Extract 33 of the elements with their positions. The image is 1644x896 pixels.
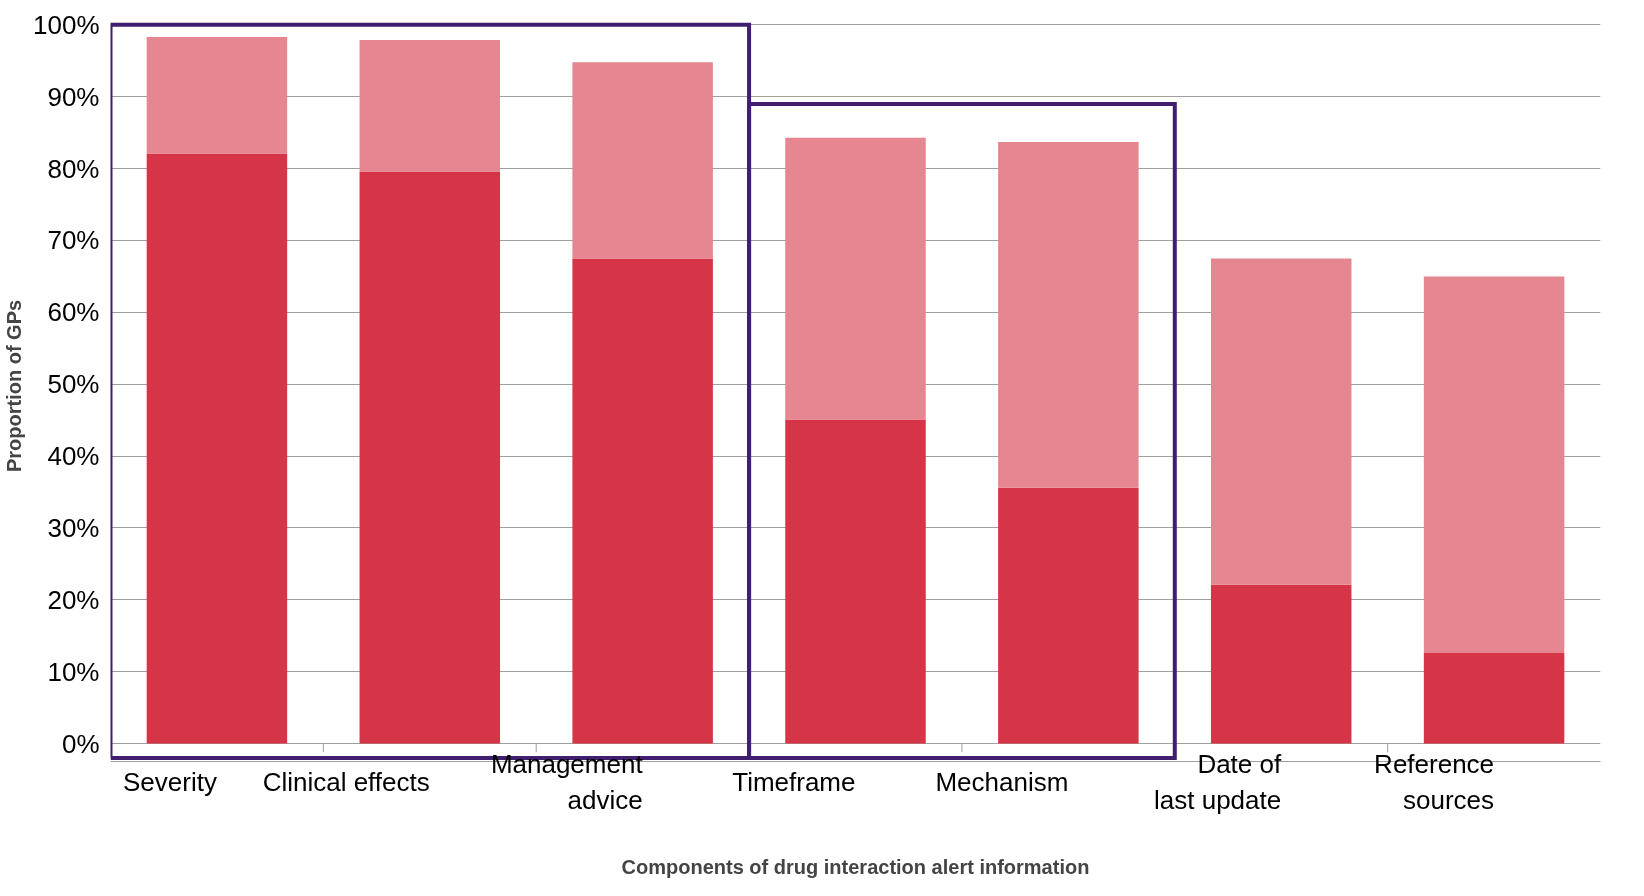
y-tick-label: 80%	[47, 153, 100, 184]
bar	[1423, 652, 1565, 744]
y-axis-title: Proportion of GPs	[3, 299, 25, 473]
bar	[1423, 276, 1565, 653]
bar	[146, 37, 288, 154]
y-tick-label: 0%	[61, 728, 100, 759]
bar	[146, 153, 288, 744]
x-axis-title: Components of drug interaction alert information	[621, 855, 1090, 878]
y-tick-label: 90%	[47, 81, 100, 112]
y-tick-label: 40%	[47, 441, 100, 472]
y-tick-label: 30%	[47, 512, 100, 543]
bar	[1210, 584, 1352, 744]
bar	[998, 487, 1139, 744]
bar	[998, 142, 1139, 488]
bar	[572, 258, 713, 744]
bar	[785, 137, 926, 420]
y-tick-label: 100%	[33, 9, 100, 40]
x-tick-label: Reference sources	[1374, 748, 1495, 815]
bar	[572, 62, 713, 259]
y-tick-label: 20%	[47, 584, 100, 615]
x-tick-label: Severity	[123, 766, 217, 797]
bar	[359, 39, 501, 172]
bar	[1210, 258, 1352, 585]
x-tick-label: Timeframe	[732, 766, 856, 797]
bar	[785, 419, 926, 744]
y-tick-label: 10%	[47, 656, 100, 687]
x-tick-label: Clinical effects	[262, 766, 430, 797]
x-tick-label: Date of last update	[1154, 748, 1282, 815]
y-tick-label: 70%	[47, 225, 100, 256]
bar	[359, 171, 501, 744]
y-tick-label: 50%	[47, 369, 100, 400]
y-tick-label: 60%	[47, 297, 100, 328]
x-tick-label: Mechanism	[935, 766, 1069, 797]
